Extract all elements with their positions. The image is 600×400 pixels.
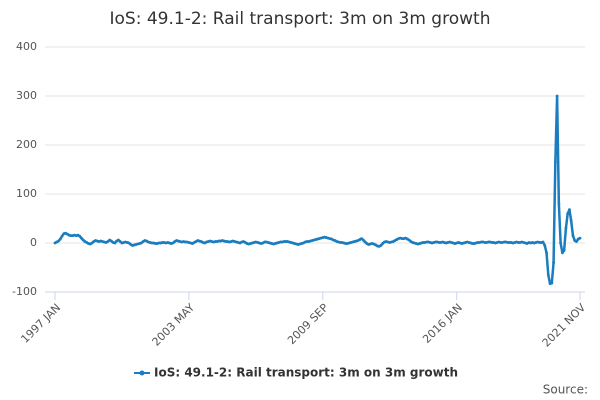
point — [560, 251, 564, 255]
point — [568, 208, 571, 212]
legend-label: IoS: 49.1-2: Rail transport: 3m on 3m gr… — [154, 366, 458, 380]
point — [566, 212, 570, 216]
x-tick-label: 2009 SEP — [285, 301, 331, 347]
point — [550, 281, 554, 285]
source: Source: — [543, 383, 588, 397]
y-tick-label: 100 — [16, 187, 37, 200]
x-tick-label: 2003 MAY — [149, 301, 197, 349]
point — [58, 237, 62, 241]
x-tick-label: 2021 NOV — [540, 301, 589, 350]
point — [578, 236, 582, 240]
y-tick-label: 200 — [16, 138, 37, 151]
point — [552, 261, 555, 264]
y-tick-label: 300 — [16, 89, 37, 102]
x-tick-label: 1997 JAN — [18, 301, 63, 346]
point — [541, 240, 545, 244]
point — [379, 244, 383, 247]
y-tick-label: -100 — [12, 285, 37, 298]
y-tick-label: 400 — [16, 40, 37, 53]
point — [553, 160, 557, 164]
point — [564, 226, 568, 230]
legend-marker — [139, 370, 145, 376]
point — [559, 241, 563, 245]
point — [555, 94, 559, 98]
point — [546, 273, 550, 277]
point — [113, 241, 117, 245]
chart-title: IoS: 49.1-2: Rail transport: 3m on 3m gr… — [110, 9, 491, 29]
point — [361, 238, 365, 242]
point — [575, 240, 578, 243]
x-tick-label: 2016 JAN — [420, 301, 465, 346]
point — [562, 248, 566, 252]
y-tick-label: 0 — [30, 236, 37, 249]
point — [543, 244, 547, 247]
point — [545, 251, 548, 255]
point — [57, 239, 60, 243]
point — [78, 234, 82, 238]
point — [569, 219, 573, 223]
point — [60, 234, 64, 238]
line — [54, 94, 581, 285]
point — [80, 236, 83, 240]
point — [557, 202, 561, 206]
point — [571, 234, 575, 238]
